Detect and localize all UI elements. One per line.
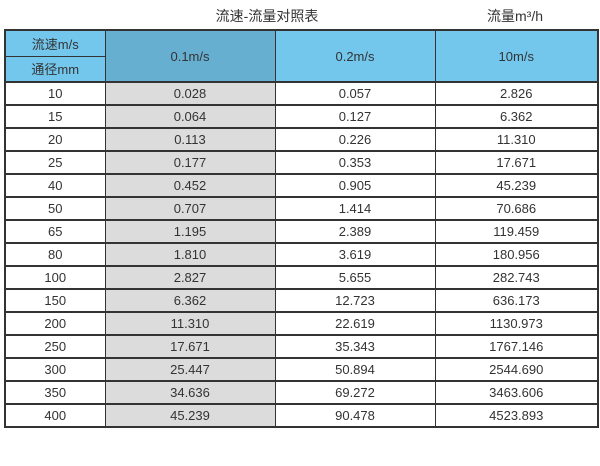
- flow-0-2-cell: 5.655: [274, 265, 436, 290]
- flow-0-1-cell: 1.810: [104, 242, 276, 267]
- flow-0-2-cell: 69.272: [274, 380, 436, 405]
- flow-10-cell: 4523.893: [434, 403, 599, 428]
- flow-0-2-cell: 22.619: [274, 311, 436, 336]
- table-row: 350 34.636 69.272 3463.606: [4, 380, 599, 405]
- flow-0-1-cell: 45.239: [104, 403, 276, 428]
- flow-0-2-cell: 2.389: [274, 219, 436, 244]
- diameter-cell: 350: [4, 380, 106, 405]
- flow-0-1-cell: 1.195: [104, 219, 276, 244]
- flow-0-1-cell: 0.064: [104, 104, 276, 129]
- header-row-top: 流速m/s 0.1m/s 0.2m/s 10m/s: [4, 29, 599, 83]
- flow-0-2-cell: 3.619: [274, 242, 436, 267]
- column-header-0-2ms: 0.2m/s: [274, 29, 436, 83]
- diameter-cell: 200: [4, 311, 106, 336]
- flow-10-cell: 17.671: [434, 150, 599, 175]
- diameter-cell: 250: [4, 334, 106, 359]
- table-row: 400 45.239 90.478 4523.893: [4, 403, 599, 428]
- diameter-cell: 40: [4, 173, 106, 198]
- flow-0-2-cell: 0.057: [274, 81, 436, 106]
- flow-0-1-cell: 17.671: [104, 334, 276, 359]
- table-row: 20 0.113 0.226 11.310: [4, 127, 599, 152]
- flow-0-1-cell: 11.310: [104, 311, 276, 336]
- flow-10-cell: 180.956: [434, 242, 599, 267]
- table-row: 300 25.447 50.894 2544.690: [4, 357, 599, 382]
- flow-10-cell: 1130.973: [434, 311, 599, 336]
- flow-0-1-cell: 0.177: [104, 150, 276, 175]
- flow-0-2-cell: 0.127: [274, 104, 436, 129]
- flow-0-1-cell: 25.447: [104, 357, 276, 382]
- flow-0-1-cell: 6.362: [104, 288, 276, 313]
- table-row: 150 6.362 12.723 636.173: [4, 288, 599, 313]
- flow-rate-unit-label: 流量m³/h: [487, 8, 543, 24]
- column-header-0-1ms: 0.1m/s: [104, 29, 276, 83]
- flow-0-2-cell: 50.894: [274, 357, 436, 382]
- table-row: 40 0.452 0.905 45.239: [4, 173, 599, 198]
- page-title: 流速-流量对照表: [215, 8, 319, 24]
- table-row: 80 1.810 3.619 180.956: [4, 242, 599, 267]
- table-row: 200 11.310 22.619 1130.973: [4, 311, 599, 336]
- flow-10-cell: 282.743: [434, 265, 599, 290]
- diameter-cell: 100: [4, 265, 106, 290]
- diameter-cell: 150: [4, 288, 106, 313]
- flow-10-cell: 636.173: [434, 288, 599, 313]
- table-row: 15 0.064 0.127 6.362: [4, 104, 599, 129]
- corner-velocity-label: 流速m/s: [4, 29, 106, 57]
- flow-0-1-cell: 0.707: [104, 196, 276, 221]
- diameter-cell: 50: [4, 196, 106, 221]
- flow-0-2-cell: 0.905: [274, 173, 436, 198]
- table-body: 10 0.028 0.057 2.826 15 0.064 0.127 6.362 20 0.11…: [4, 81, 599, 428]
- table-row: 250 17.671 35.343 1767.146: [4, 334, 599, 359]
- diameter-cell: 65: [4, 219, 106, 244]
- diameter-cell: 300: [4, 357, 106, 382]
- diameter-cell: 400: [4, 403, 106, 428]
- flow-0-2-cell: 0.226: [274, 127, 436, 152]
- flow-0-1-cell: 34.636: [104, 380, 276, 405]
- diameter-cell: 15: [4, 104, 106, 129]
- diameter-cell: 80: [4, 242, 106, 267]
- diameter-cell: 25: [4, 150, 106, 175]
- table-row: 65 1.195 2.389 119.459: [4, 219, 599, 244]
- corner-diameter-label: 通径mm: [4, 55, 106, 83]
- flow-0-1-cell: 0.113: [104, 127, 276, 152]
- flow-0-1-cell: 0.452: [104, 173, 276, 198]
- column-header-10ms: 10m/s: [434, 29, 599, 83]
- flow-rate-table: 流速m/s 0.1m/s 0.2m/s 10m/s 通径mm 10 0.028 0.…: [4, 29, 599, 428]
- flow-0-2-cell: 35.343: [274, 334, 436, 359]
- flow-0-1-cell: 0.028: [104, 81, 276, 106]
- flow-0-2-cell: 90.478: [274, 403, 436, 428]
- header-row-bottom: 通径mm: [4, 55, 598, 83]
- flow-0-2-cell: 1.414: [274, 196, 436, 221]
- table-row: 100 2.827 5.655 282.743: [4, 265, 599, 290]
- diameter-cell: 20: [4, 127, 106, 152]
- table-row: 50 0.707 1.414 70.686: [4, 196, 599, 221]
- flow-10-cell: 2544.690: [434, 357, 599, 382]
- flow-10-cell: 119.459: [434, 219, 599, 244]
- flow-0-2-cell: 0.353: [274, 150, 436, 175]
- flow-10-cell: 3463.606: [434, 380, 599, 405]
- flow-10-cell: 45.239: [434, 173, 599, 198]
- flow-10-cell: 1767.146: [434, 334, 599, 359]
- flow-10-cell: 2.826: [434, 81, 599, 106]
- flow-0-1-cell: 2.827: [104, 265, 276, 290]
- flow-0-2-cell: 12.723: [274, 288, 436, 313]
- table-header: 流速m/s 0.1m/s 0.2m/s 10m/s 通径mm: [4, 29, 599, 83]
- flow-10-cell: 11.310: [434, 127, 599, 152]
- table-row: 10 0.028 0.057 2.826: [4, 81, 599, 106]
- table-row: 25 0.177 0.353 17.671: [4, 150, 599, 175]
- diameter-cell: 10: [4, 81, 106, 106]
- flow-10-cell: 6.362: [434, 104, 599, 129]
- flow-10-cell: 70.686: [434, 196, 599, 221]
